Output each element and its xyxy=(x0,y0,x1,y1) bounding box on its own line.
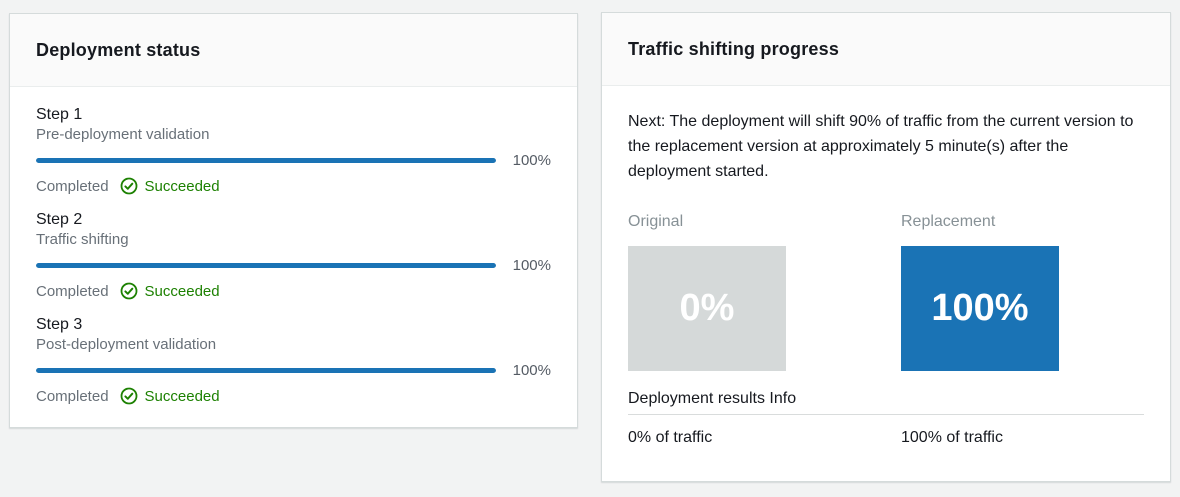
step-name: Step 1 xyxy=(36,106,83,123)
progress-track xyxy=(36,367,496,373)
deployment-status-body: Step 1 Pre-deployment validation 100% Co… xyxy=(10,87,577,405)
deployment-status-title: Deployment status xyxy=(36,39,201,60)
step-status-row: Completed Succeeded xyxy=(36,387,551,405)
traffic-shifting-card-header: Traffic shifting progress xyxy=(602,13,1170,86)
original-label: Original xyxy=(628,213,684,230)
progress-fill xyxy=(36,367,496,373)
deployment-results-label: Deployment results xyxy=(628,390,765,407)
check-circle-icon xyxy=(120,177,138,195)
step-status-row: Completed Succeeded xyxy=(36,177,551,195)
info-link[interactable]: Info xyxy=(769,390,797,407)
step-2: Step 2 Traffic shifting 100% Completed xyxy=(36,209,551,300)
step-name: Step 2 xyxy=(36,211,83,228)
traffic-shifting-card: Traffic shifting progress Next: The depl… xyxy=(601,12,1171,482)
original-percent: 0% xyxy=(679,287,735,329)
results-divider xyxy=(628,414,1144,415)
original-column: Original 0% xyxy=(628,212,901,371)
step-description: Traffic shifting xyxy=(36,231,129,248)
replacement-traffic-box: 100% xyxy=(901,246,1059,371)
deployment-results-row: Deployment results Info xyxy=(628,388,1144,409)
replacement-column: Replacement 100% xyxy=(901,212,1174,371)
progress-track xyxy=(36,262,496,268)
completed-label: Completed xyxy=(36,177,109,195)
progress-fill xyxy=(36,157,496,163)
page: Deployment status Step 1 Pre-deployment … xyxy=(9,12,1171,482)
step-description: Post-deployment validation xyxy=(36,336,217,353)
succeeded-label: Succeeded xyxy=(144,387,220,405)
check-circle-icon xyxy=(120,282,138,300)
progress-percent: 100% xyxy=(512,256,551,274)
next-shift-message: Next: The deployment will shift 90% of t… xyxy=(628,113,1134,180)
progress-percent: 100% xyxy=(512,151,551,169)
step-name: Step 3 xyxy=(36,316,83,333)
deployment-status-card: Deployment status Step 1 Pre-deployment … xyxy=(9,13,578,428)
succeeded-label: Succeeded xyxy=(144,177,220,195)
traffic-shifting-title: Traffic shifting progress xyxy=(628,38,840,59)
step-description: Pre-deployment validation xyxy=(36,126,210,143)
progress-track xyxy=(36,157,496,163)
completed-label: Completed xyxy=(36,387,109,405)
traffic-boxes-grid: Original 0% Replacement 100% xyxy=(628,212,1144,371)
replacement-label: Replacement xyxy=(901,213,996,230)
replacement-traffic-value: 100% of traffic xyxy=(901,429,1003,446)
replacement-percent: 100% xyxy=(931,287,1029,329)
step-1: Step 1 Pre-deployment validation 100% Co… xyxy=(36,104,551,195)
progress-fill xyxy=(36,262,496,268)
original-traffic-box: 0% xyxy=(628,246,786,371)
progress-bar: 100% xyxy=(36,256,551,274)
original-traffic-value: 0% of traffic xyxy=(628,429,713,446)
traffic-values-row: 0% of traffic 100% of traffic xyxy=(628,427,1144,448)
step-3: Step 3 Post-deployment validation 100% C… xyxy=(36,314,551,405)
completed-label: Completed xyxy=(36,282,109,300)
traffic-shifting-body: Next: The deployment will shift 90% of t… xyxy=(602,86,1170,448)
check-circle-icon xyxy=(120,387,138,405)
progress-percent: 100% xyxy=(512,361,551,379)
progress-bar: 100% xyxy=(36,361,551,379)
succeeded-label: Succeeded xyxy=(144,282,220,300)
progress-bar: 100% xyxy=(36,151,551,169)
step-status-row: Completed Succeeded xyxy=(36,282,551,300)
deployment-status-card-header: Deployment status xyxy=(10,14,577,87)
